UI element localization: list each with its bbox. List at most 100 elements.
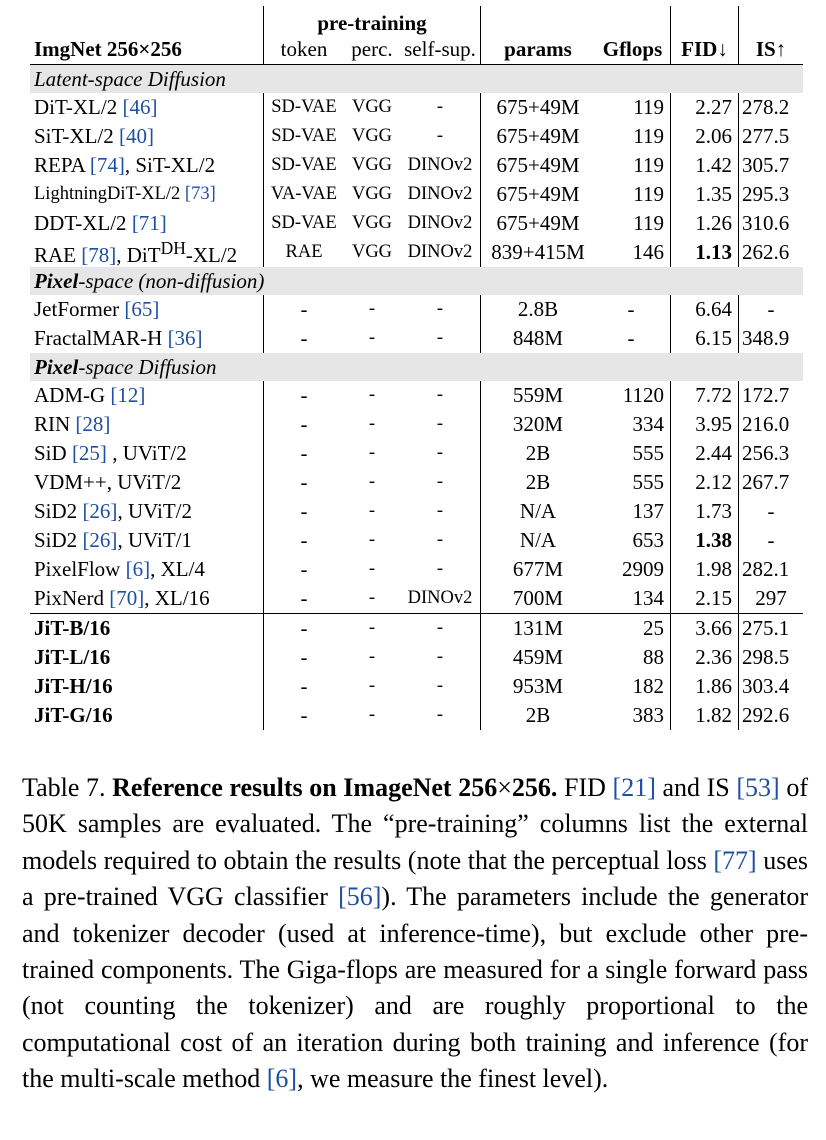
citation-link[interactable]: [26]	[82, 499, 118, 523]
citation-link[interactable]: [46]	[122, 95, 158, 119]
citation-link[interactable]: [21]	[612, 773, 656, 802]
is-cell: 278.2	[738, 93, 803, 122]
perc-cell: -	[368, 472, 376, 493]
token-cell: SD-VAE	[263, 151, 344, 180]
gflops-cell: -	[627, 326, 635, 350]
fid-cell: 1.42	[670, 151, 739, 180]
gflops-cell: -	[627, 297, 635, 321]
citation-link[interactable]: [28]	[75, 412, 111, 436]
is-cell: 172.7	[738, 381, 803, 410]
token-cell: -	[263, 468, 344, 497]
token-cell: RAE	[263, 238, 344, 267]
citation-link[interactable]: [65]	[124, 297, 160, 321]
fid-cell: 2.06	[670, 122, 739, 151]
gflops-cell: 334	[632, 412, 665, 436]
table-caption: Table 7. Reference results on ImageNet 2…	[22, 773, 808, 1094]
params-cell: 131M	[480, 613, 595, 643]
token-cell: -	[263, 584, 344, 614]
header-row-columns: ImgNet 256×256 token perc. self-sup. par…	[30, 34, 803, 65]
is-cell: -	[738, 497, 803, 526]
perc-cell: -	[368, 501, 376, 522]
table-row: SiD [25] , UViT/2- - -2B 555 2.44 256.3	[30, 439, 803, 468]
perc-header: perc.	[351, 36, 393, 61]
gflops-cell: 119	[633, 153, 664, 177]
citation-link[interactable]: [6]	[266, 1064, 298, 1094]
params-cell: N/A	[480, 526, 595, 555]
table-row: PixNerd [70], XL/16- - DINOv2 700M 134 2.15 29…	[30, 584, 803, 614]
method-label: , XL/4	[150, 557, 205, 581]
citation-link[interactable]: [78]	[81, 242, 117, 267]
citation-link[interactable]: [25]	[71, 441, 107, 465]
citation-link[interactable]: [70]	[109, 586, 145, 610]
selfsup-cell: DINOv2	[407, 155, 473, 176]
citation-link[interactable]: [36]	[167, 326, 203, 350]
gflops-cell: 2909	[622, 557, 664, 581]
method-label: SiD2	[34, 528, 83, 552]
citation-link[interactable]: [77]	[713, 845, 757, 875]
gflops-cell: 182	[632, 674, 665, 698]
token-cell: -	[263, 497, 344, 526]
token-cell: SD-VAE	[263, 209, 344, 238]
table-row: RAE [78], DiTDH-XL/2 RAE VGG DINOv2 839+415M…	[30, 238, 803, 267]
method-name: SiT-XL/2 [40]	[30, 122, 264, 151]
table-row: JiT-G/16 - - - 2B 383 1.82 292.6	[30, 701, 803, 730]
perc-cell: -	[368, 530, 376, 551]
method-label: , DiT	[116, 242, 161, 267]
is-cell: -	[738, 295, 803, 324]
token-cell: -	[263, 555, 344, 584]
table-row: DDT-XL/2 [71] SD-VAE VGG DINOv2 675+49M 119 1.…	[30, 209, 803, 238]
perc-cell: -	[368, 414, 376, 435]
citation-link[interactable]: [53]	[736, 773, 780, 802]
gflops-cell: 119	[633, 95, 664, 119]
citation-link[interactable]: [12]	[110, 383, 146, 407]
citation-link[interactable]: [6]	[125, 557, 151, 581]
perc-cell: -	[344, 613, 400, 643]
citation-link[interactable]: [26]	[82, 528, 118, 552]
citation-link[interactable]: [40]	[118, 124, 154, 148]
latent-section: Latent-space Diffusion DiT-XL/2 [46] SD-V…	[30, 64, 803, 267]
params-cell: N/A	[480, 497, 595, 526]
perc-cell: VGG	[351, 97, 393, 118]
method-label: , UViT/2	[106, 441, 187, 465]
fid-cell: 1.35	[670, 180, 739, 209]
perc-cell: -	[368, 676, 376, 697]
gflops-header: Gflops	[602, 36, 663, 61]
method-label: SiT-XL/2	[34, 124, 119, 148]
table-row: JiT-L/16 - - - 459M 88 2.36 298.5	[30, 643, 803, 672]
table-row: SiD2 [26], UViT/2- - - N/A 137 1.73-	[30, 497, 803, 526]
params-cell: 677M	[480, 555, 595, 584]
method-name: SiD2 [26], UViT/1	[30, 526, 264, 555]
token-cell: -	[263, 526, 344, 555]
method-name: REPA [74], SiT-XL/2	[30, 151, 264, 180]
params-cell: 459M	[480, 643, 595, 672]
citation-link[interactable]: [74]	[89, 153, 125, 177]
fid-cell: 2.27	[670, 93, 739, 122]
selfsup-cell: -	[436, 328, 444, 349]
selfsup-cell: DINOv2	[407, 184, 473, 205]
fid-cell: 6.64	[670, 295, 739, 324]
method-name: VDM++, UViT/2	[30, 468, 264, 497]
token-cell: SD-VAE	[263, 93, 344, 122]
params-cell: 2B	[480, 439, 595, 468]
is-cell: 267.7	[738, 468, 803, 497]
citation-link[interactable]: [56]	[338, 882, 382, 912]
citation-link[interactable]: [73]	[184, 184, 216, 205]
method-name: SiD2 [26], UViT/2	[30, 497, 264, 526]
params-cell: 675+49M	[480, 93, 595, 122]
method-label: JiT-B/16	[34, 616, 111, 640]
method-name: ADM-G [12]	[30, 381, 264, 410]
citation-link[interactable]: [71]	[131, 211, 167, 235]
params-cell: 848M	[480, 324, 595, 353]
fid-cell: 1.82	[670, 701, 739, 730]
is-cell: 277.5	[738, 122, 803, 151]
pixel-section: Pixel-space Diffusion ADM-G [12] - - -559M 1…	[30, 353, 803, 614]
is-cell: 303.4	[738, 672, 803, 701]
is-cell: 305.7	[738, 151, 803, 180]
fid-cell: 2.44	[670, 439, 739, 468]
token-cell: -	[263, 410, 344, 439]
method-label: SiD	[34, 441, 72, 465]
params-cell: 2.8B	[480, 295, 595, 324]
method-label: RAE	[34, 242, 82, 267]
perc-cell: -	[368, 705, 376, 726]
perc-cell: VGG	[351, 242, 393, 263]
